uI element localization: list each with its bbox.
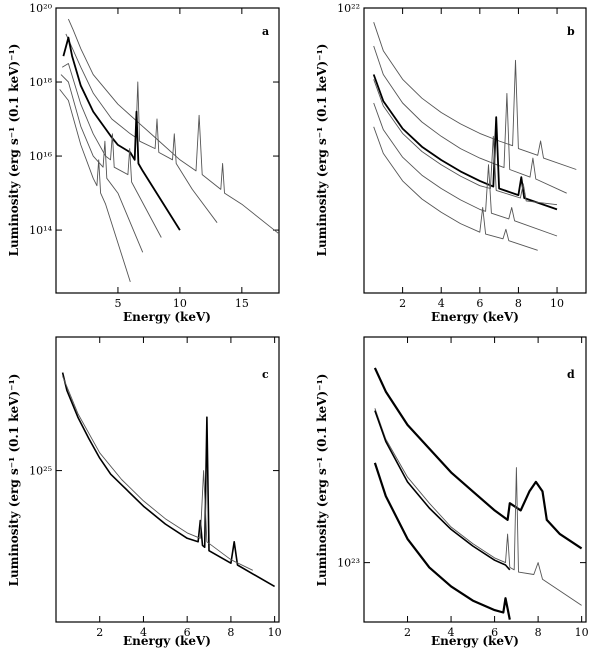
panel-b-xlabel: Energy (keV) [431,310,519,324]
panel-b-xtick-label: 6 [476,297,483,310]
panel-d-frame [363,336,587,623]
panel-c-xtick-label: 6 [184,626,191,639]
panel-d-ytick-label: 10²³ [337,557,360,570]
panel-a-series-5 [60,74,144,253]
panel-c: c 2 4 6 8 10 10²⁵ Energy (keV) Luminosity (er… [7,336,282,648]
panel-a-series-3 [62,36,181,231]
panel-c-xtick-label: 2 [96,626,103,639]
panel-b-ticks: 2 4 6 8 10 10²² [337,2,586,310]
panel-a-series-2 [65,33,218,223]
panel-a-series-6 [59,89,131,283]
panel-b-series-4 [373,79,558,206]
panel-a-xtick-label: 5 [114,297,121,310]
panel-d-series-group [373,367,583,620]
panel-d-series-3 [374,410,511,571]
panel-d-series-4 [373,462,511,620]
panel-a-ytick-label: 10¹⁴ [29,224,52,237]
panel-b-frame [363,7,587,294]
panel-d-xtick-label: 8 [535,626,542,639]
panel-c-series-2 [62,376,253,571]
panel-b-xtick-label: 10 [550,297,564,310]
panel-d: d 2 4 6 8 10 10²³ Energy (keV) Luminosity (er… [315,336,589,648]
panel-b: b 2 4 6 8 10 10²² Energy (keV) Luminosity (er… [315,2,587,324]
panel-d-xtick-label: 2 [404,626,411,639]
panel-b-ytick-label: 10²² [337,2,360,15]
panel-c-xtick-label: 4 [140,626,147,639]
panel-a-ticks: 5 10 15 10¹⁴ 10¹⁶ 10¹⁸ 10²⁰ [29,2,279,310]
panel-c-xlabel: Energy (keV) [123,634,211,648]
panel-c-series-group [61,372,275,588]
panel-a-xtick-label: 10 [173,297,187,310]
panel-a-frame [55,7,280,294]
panel-a: a 5 10 15 10¹⁴ 10¹⁶ 10¹⁸ 10²⁰ Energy (keV) Lum… [7,2,280,324]
panel-d-xtick-label: 10 [575,626,589,639]
panel-d-xtick-label: 6 [491,626,498,639]
panel-b-xtick-label: 8 [515,297,522,310]
panel-b-series-5 [373,102,558,237]
panel-d-label: d [567,368,575,381]
panel-d-xtick-label: 4 [448,626,455,639]
panel-d-ylabel: Luminosity (erg s⁻¹ (0.1 keV)⁻¹) [315,374,329,587]
panel-b-series-1 [373,22,577,170]
panel-c-ylabel: Luminosity (erg s⁻¹ (0.1 keV)⁻¹) [7,374,21,587]
panel-a-xtick-label: 15 [235,297,249,310]
panel-b-label: b [567,25,575,38]
panel-c-ticks: 2 4 6 8 10 10²⁵ [29,337,282,639]
panel-a-series-4 [61,63,162,238]
panel-b-xtick-label: 2 [399,297,406,310]
panel-c-series-1 [61,372,275,588]
panel-c-label: c [262,368,269,381]
panel-b-ylabel: Luminosity (erg s⁻¹ (0.1 keV)⁻¹) [315,44,329,257]
panel-c-xtick-label: 8 [227,626,234,639]
panel-c-ytick-label: 10²⁵ [29,465,52,478]
panel-b-series-2 [373,45,567,194]
panel-b-series-group [372,22,577,251]
panel-a-ytick-label: 10²⁰ [29,2,52,15]
panel-d-xlabel: Energy (keV) [431,634,519,648]
panel-a-ytick-label: 10¹⁶ [29,150,52,163]
panel-c-frame [55,336,280,623]
panel-a-xlabel: Energy (keV) [123,310,211,324]
panel-a-ylabel: Luminosity (erg s⁻¹ (0.1 keV)⁻¹) [7,44,21,257]
panel-d-series-2 [374,408,582,606]
panel-a-series-group [59,18,280,283]
panel-a-label: a [262,25,269,38]
panel-b-series-6 [373,126,538,251]
panel-d-series-1 [373,367,583,550]
panel-c-xtick-label: 10 [268,626,282,639]
panel-d-ticks: 2 4 6 8 10 10²³ [337,337,589,639]
panel-b-xtick-label: 4 [438,297,445,310]
panel-b-series-3 [372,74,558,211]
panel-a-series-1 [67,18,280,235]
panel-a-ytick-label: 10¹⁸ [29,76,52,89]
